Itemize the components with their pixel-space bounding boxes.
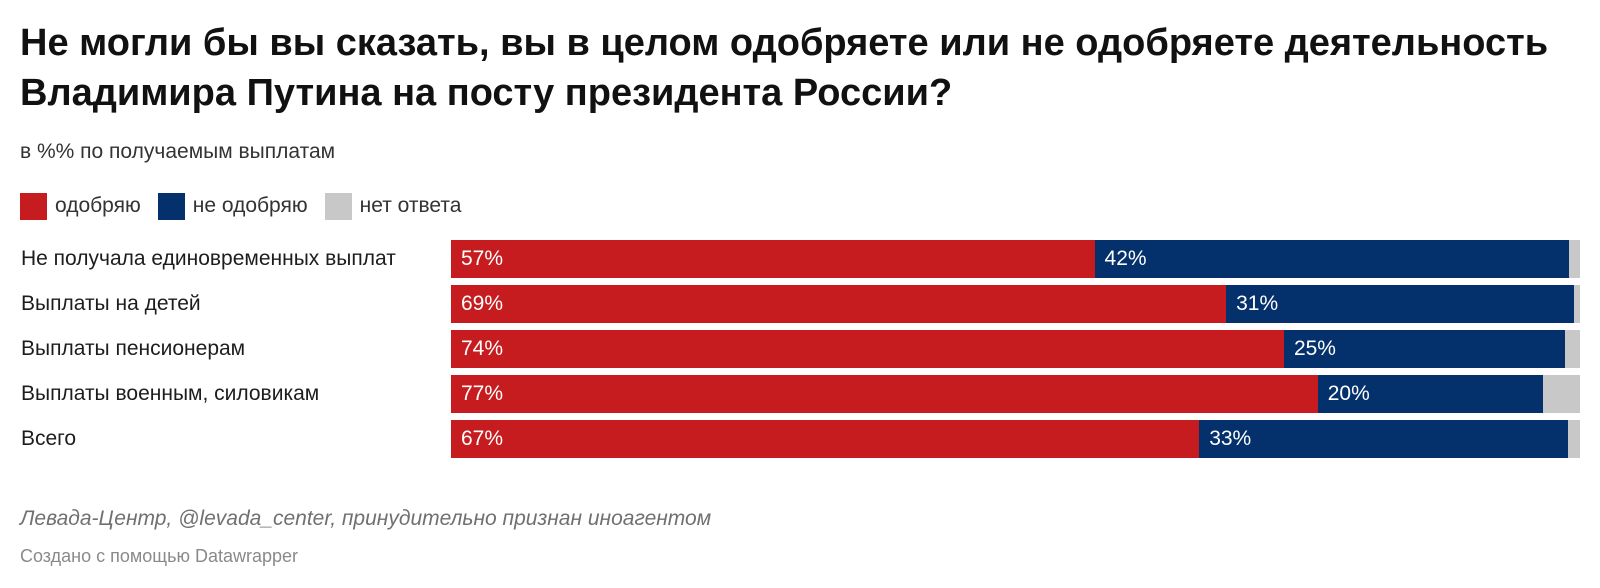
legend-label-no-answer: нет ответа [359,194,462,217]
legend-swatch-approve [20,192,47,220]
legend-swatch-no-answer [324,192,352,220]
bar-row: Всего 67% 33% [0,420,1600,458]
category-label: Выплаты пенсионерам [21,337,246,360]
data-label: 33% [1209,427,1252,450]
bar-segment-approve: 67% [451,420,1200,458]
chart-title: Не могли бы вы сказать, вы в целом одобр… [20,22,1549,114]
data-label: 74% [461,337,504,360]
legend-swatch-disapprove [157,192,185,220]
category-label: Всего [21,427,77,450]
bar-segment-disapprove: 33% [1199,420,1568,458]
stacked-bar: 69% 31% [451,285,1580,323]
data-label: 57% [461,247,504,270]
legend-item-approve: одобряю [20,192,141,220]
stacked-bar: 57% 42% [451,240,1580,278]
legend-label-approve: одобряю [55,194,141,217]
bar-segment-no-answer [1542,375,1580,413]
chart-subtitle: в %% по получаемым выплатам [20,140,336,163]
bar-segment-disapprove: 42% [1094,240,1569,278]
bar-segment-disapprove: 31% [1226,285,1575,323]
bar-segment-no-answer [1567,420,1580,458]
bar-segment-approve: 77% [451,375,1318,413]
bar-segment-approve: 69% [451,285,1227,323]
stacked-bar: 77% 20% [451,375,1580,413]
legend-label-disapprove: не одобряю [192,194,308,217]
bar-segment-disapprove: 20% [1317,375,1543,413]
category-label: Не получала единовременных выплат [21,247,396,270]
bar-row: Выплаты пенсионерам 74% 25% [0,330,1600,368]
bar-segment-no-answer [1574,285,1580,323]
data-label: 69% [461,292,504,315]
data-label: 67% [461,427,504,450]
bar-row: Выплаты на детей 69% 31% [0,285,1600,323]
category-label: Выплаты военным, силовикам [21,382,320,405]
bar-segment-disapprove: 25% [1283,330,1566,368]
legend-item-no-answer: нет ответа [324,192,462,220]
category-label: Выплаты на детей [21,292,201,315]
bar-segment-no-answer [1568,240,1580,278]
data-label: 31% [1236,292,1279,315]
data-label: 77% [461,382,504,405]
data-label: 42% [1104,247,1147,270]
bar-segment-no-answer [1565,330,1580,368]
stacked-bar: 74% 25% [451,330,1580,368]
data-label: 20% [1327,382,1370,405]
credit-note: Создано с помощью Datawrapper [20,546,299,566]
stacked-bar-chart: Не получала единовременных выплат 57% 42% В… [0,240,1600,470]
source-note: Левада-Центр, @levada_center, принудител… [20,507,712,530]
bar-row: Выплаты военным, силовикам 77% 20% [0,375,1600,413]
data-label: 25% [1293,337,1336,360]
bar-segment-approve: 74% [451,330,1284,368]
legend: одобряю не одобряю нет ответа [20,192,478,220]
stacked-bar: 67% 33% [451,420,1580,458]
legend-item-disapprove: не одобряю [157,192,308,220]
bar-row: Не получала единовременных выплат 57% 42% [0,240,1600,278]
bar-segment-approve: 57% [451,240,1095,278]
